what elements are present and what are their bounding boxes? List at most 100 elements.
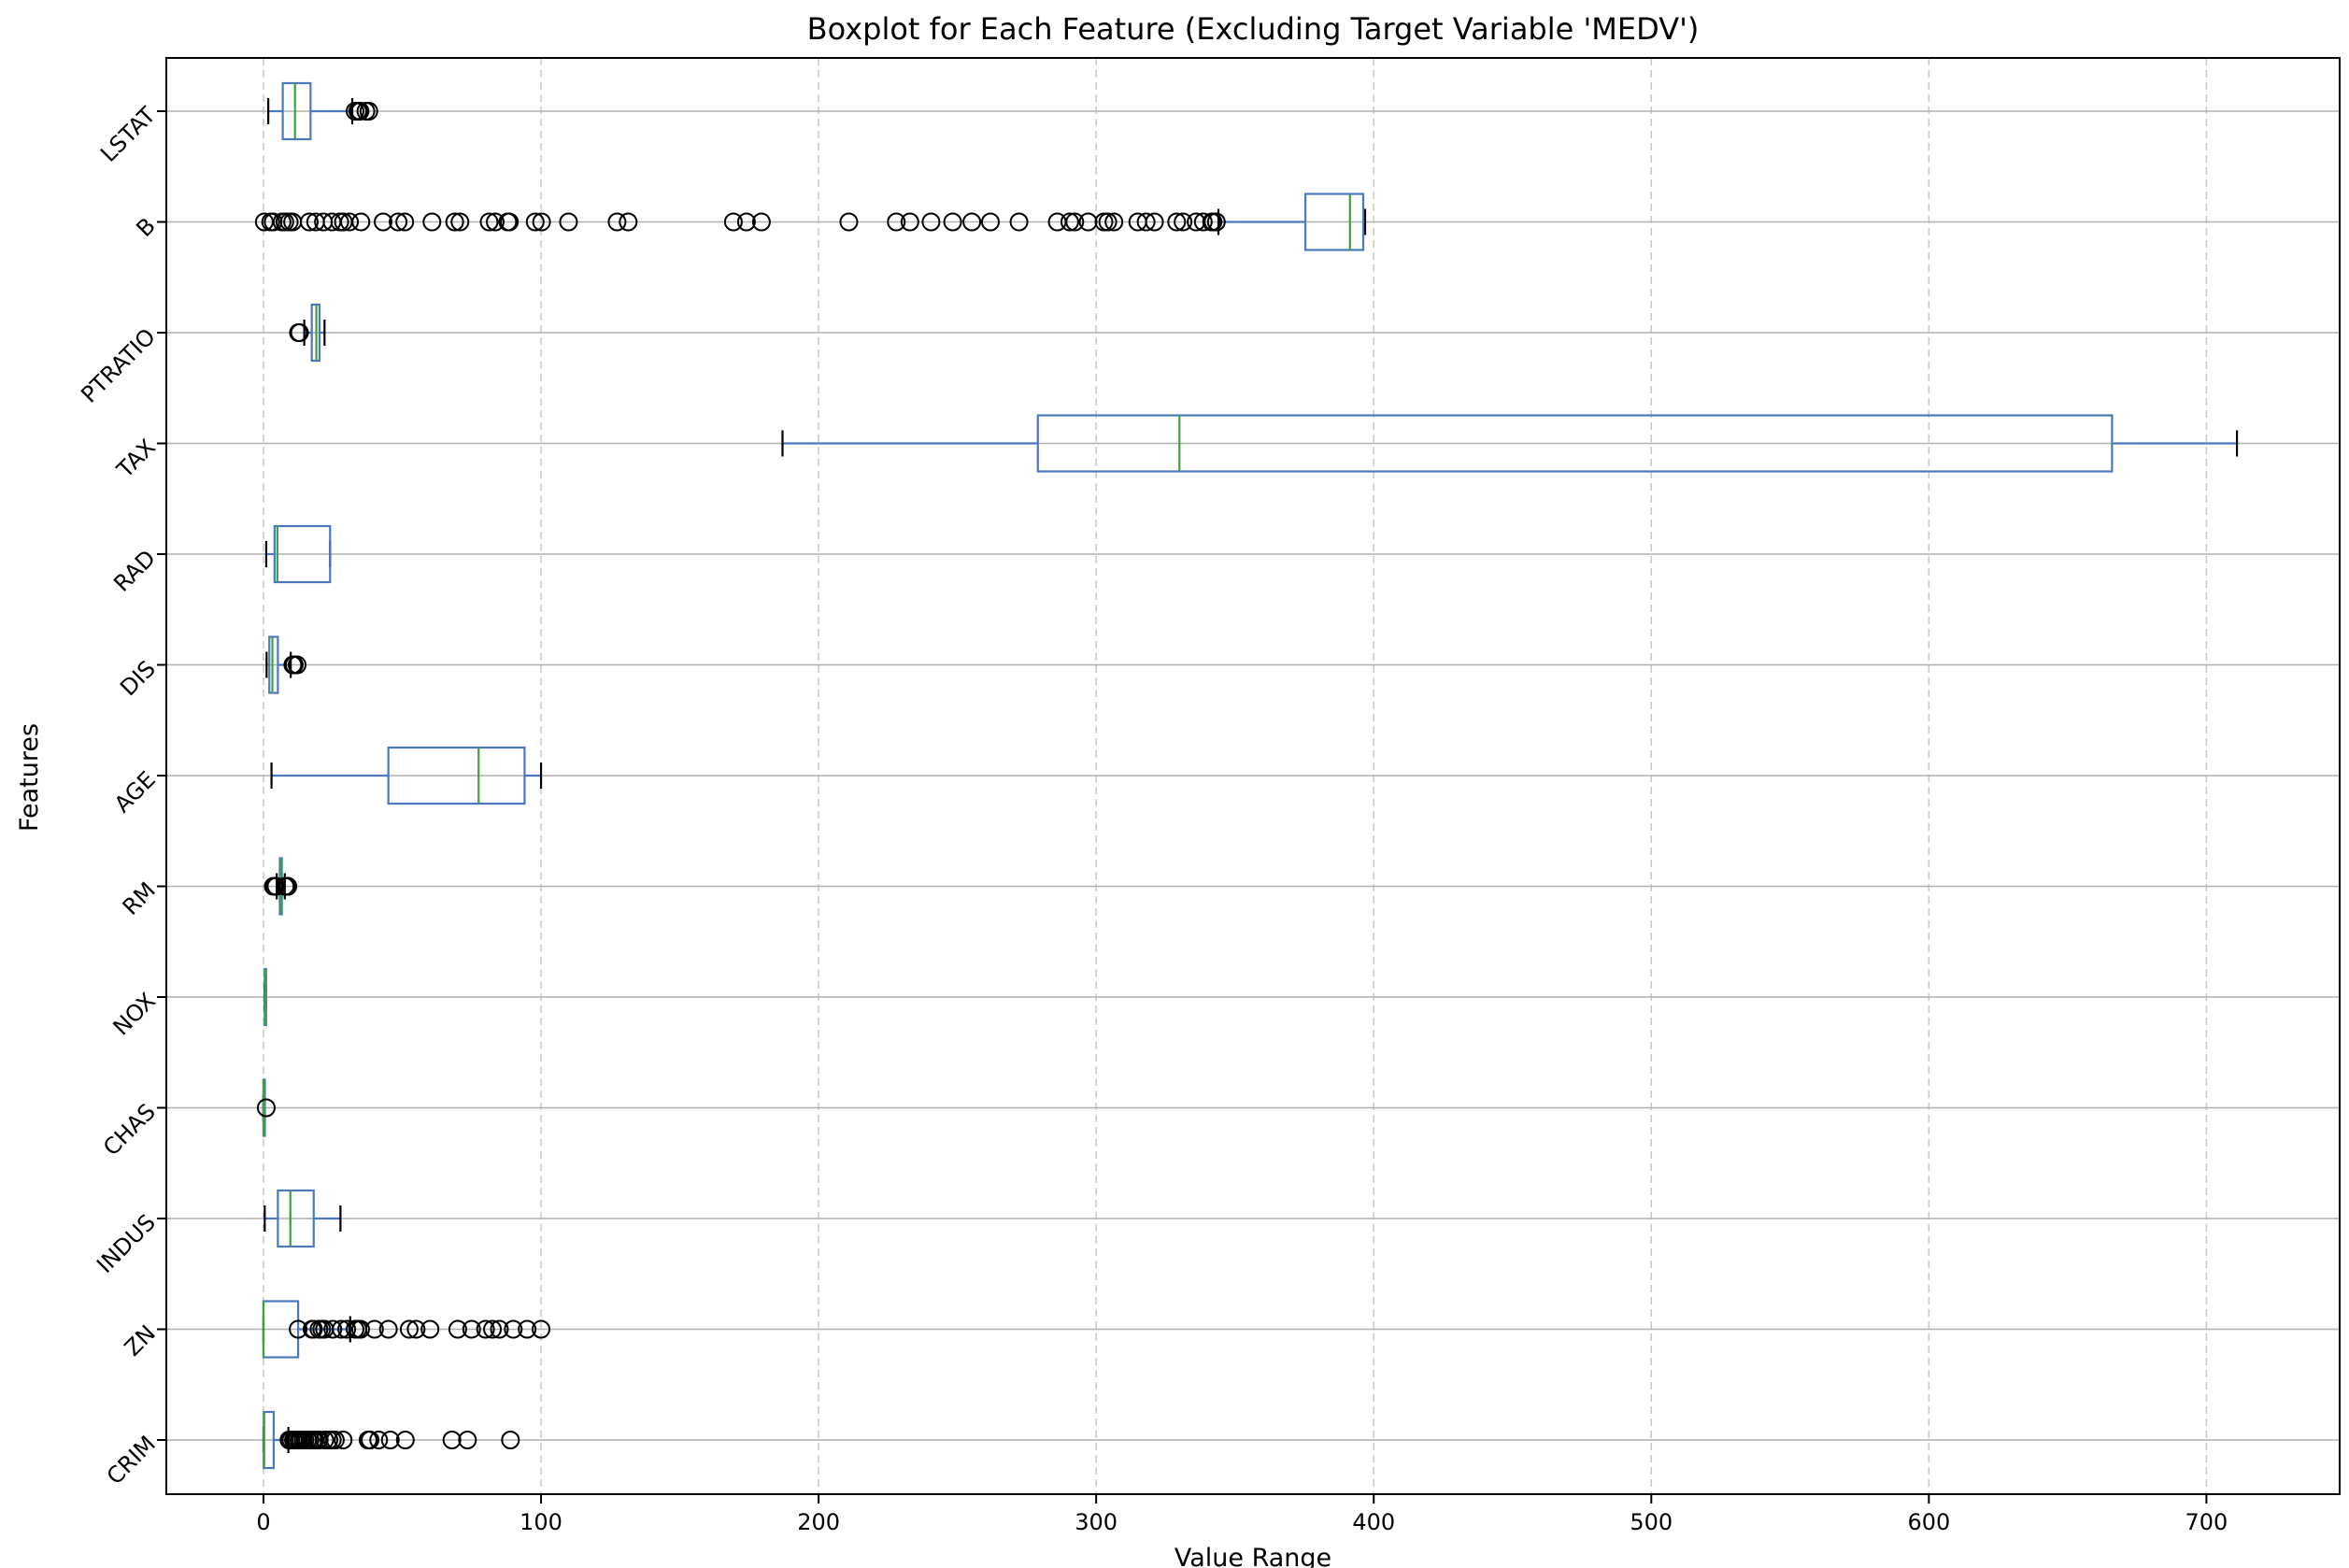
outlier-point bbox=[369, 1431, 389, 1449]
x-tick-label: 100 bbox=[520, 1509, 562, 1535]
x-tick-label: 0 bbox=[256, 1509, 270, 1535]
outlier-point bbox=[395, 212, 415, 232]
outlier-point bbox=[334, 1431, 353, 1449]
x-tick-label: 700 bbox=[2185, 1509, 2228, 1535]
marks-layer bbox=[254, 81, 2239, 1470]
outlier-point bbox=[380, 1431, 400, 1449]
outlier-point bbox=[389, 212, 408, 232]
outlier-point bbox=[337, 1319, 357, 1339]
box-crim bbox=[262, 1410, 520, 1470]
box-age bbox=[270, 746, 543, 805]
box-rm bbox=[263, 857, 298, 916]
outlier-point bbox=[900, 212, 919, 232]
box-indus bbox=[263, 1189, 342, 1248]
outlier-point bbox=[364, 1319, 384, 1339]
outlier-point bbox=[1145, 212, 1164, 232]
outlier-point bbox=[340, 212, 360, 232]
outlier-point bbox=[278, 877, 298, 896]
outlier-point bbox=[288, 655, 307, 675]
iqr-box bbox=[1303, 192, 1365, 251]
outlier-point bbox=[445, 212, 464, 232]
iqr-box bbox=[277, 1189, 315, 1248]
outlier-point bbox=[532, 212, 551, 232]
outlier-point bbox=[839, 212, 859, 232]
outlier-point bbox=[483, 1319, 503, 1339]
outlier-point bbox=[532, 1319, 551, 1339]
outlier-point bbox=[458, 1431, 477, 1449]
outlier-point bbox=[962, 212, 982, 232]
x-tick-label: 500 bbox=[1630, 1509, 1673, 1535]
box-dis bbox=[265, 635, 307, 694]
x-axis-label: Value Range bbox=[1174, 1544, 1331, 1568]
outlier-point bbox=[350, 102, 370, 121]
outlier-point bbox=[723, 212, 743, 232]
x-tick-label: 300 bbox=[1075, 1509, 1118, 1535]
outlier-point bbox=[504, 1319, 523, 1339]
outlier-point bbox=[980, 212, 1000, 232]
grid-layer bbox=[166, 58, 2340, 1494]
outlier-point bbox=[1009, 212, 1029, 232]
outlier-point bbox=[1065, 212, 1085, 232]
outlier-point bbox=[289, 1319, 308, 1339]
outlier-point bbox=[450, 212, 470, 232]
outlier-point bbox=[476, 1319, 495, 1339]
outlier-point bbox=[323, 1319, 343, 1339]
box-b bbox=[254, 192, 1367, 251]
outlier-point bbox=[374, 212, 393, 232]
outlier-point bbox=[422, 212, 442, 232]
outlier-point bbox=[1078, 212, 1098, 232]
box-zn bbox=[262, 1300, 551, 1359]
outlier-point bbox=[290, 323, 309, 342]
chart-title: Boxplot for Each Feature (Excluding Targ… bbox=[807, 11, 1700, 47]
box-ptratio bbox=[289, 303, 326, 363]
iqr-box bbox=[273, 524, 332, 584]
box-nox bbox=[263, 967, 267, 1027]
outlier-point bbox=[420, 1319, 440, 1339]
outlier-point bbox=[304, 1319, 323, 1339]
outlier-point bbox=[266, 877, 286, 896]
iqr-box bbox=[281, 81, 312, 141]
x-tick-label: 600 bbox=[1907, 1509, 1950, 1535]
outlier-point bbox=[1193, 212, 1213, 232]
outlier-point bbox=[462, 1319, 481, 1339]
outlier-point bbox=[378, 1319, 398, 1339]
outlier-point bbox=[607, 212, 627, 232]
outlier-point bbox=[1098, 212, 1118, 232]
outlier-point bbox=[921, 212, 941, 232]
outlier-point bbox=[351, 212, 371, 232]
box-tax bbox=[781, 414, 2239, 473]
iqr-box bbox=[387, 746, 526, 805]
outlier-point bbox=[315, 1431, 335, 1449]
box-lstat bbox=[267, 81, 378, 141]
outlier-point bbox=[479, 212, 499, 232]
outlier-point bbox=[518, 1319, 537, 1339]
outlier-point bbox=[1136, 212, 1156, 232]
outlier-point bbox=[275, 212, 294, 232]
outlier-point bbox=[751, 212, 771, 232]
outlier-point bbox=[736, 212, 756, 232]
outlier-point bbox=[406, 1319, 426, 1339]
outlier-point bbox=[359, 102, 378, 121]
outlier-point bbox=[350, 1319, 370, 1339]
outlier-point bbox=[943, 212, 962, 232]
outlier-point bbox=[1060, 212, 1079, 232]
outlier-point bbox=[256, 1098, 276, 1118]
outlier-point bbox=[1206, 212, 1226, 232]
outlier-point bbox=[500, 212, 520, 232]
outlier-point bbox=[525, 212, 545, 232]
outlier-point bbox=[887, 212, 906, 232]
iqr-box bbox=[268, 635, 279, 694]
outlier-point bbox=[1174, 212, 1193, 232]
iqr-box bbox=[1036, 414, 2114, 473]
outlier-point bbox=[399, 1319, 419, 1339]
outlier-point bbox=[490, 1319, 509, 1339]
x-tick-label: 200 bbox=[797, 1509, 840, 1535]
outlier-point bbox=[619, 212, 638, 232]
outlier-point bbox=[299, 212, 319, 232]
x-tick-label: 400 bbox=[1352, 1509, 1395, 1535]
outlier-point bbox=[442, 1431, 462, 1449]
outlier-point bbox=[448, 1319, 467, 1339]
outlier-point bbox=[559, 212, 578, 232]
